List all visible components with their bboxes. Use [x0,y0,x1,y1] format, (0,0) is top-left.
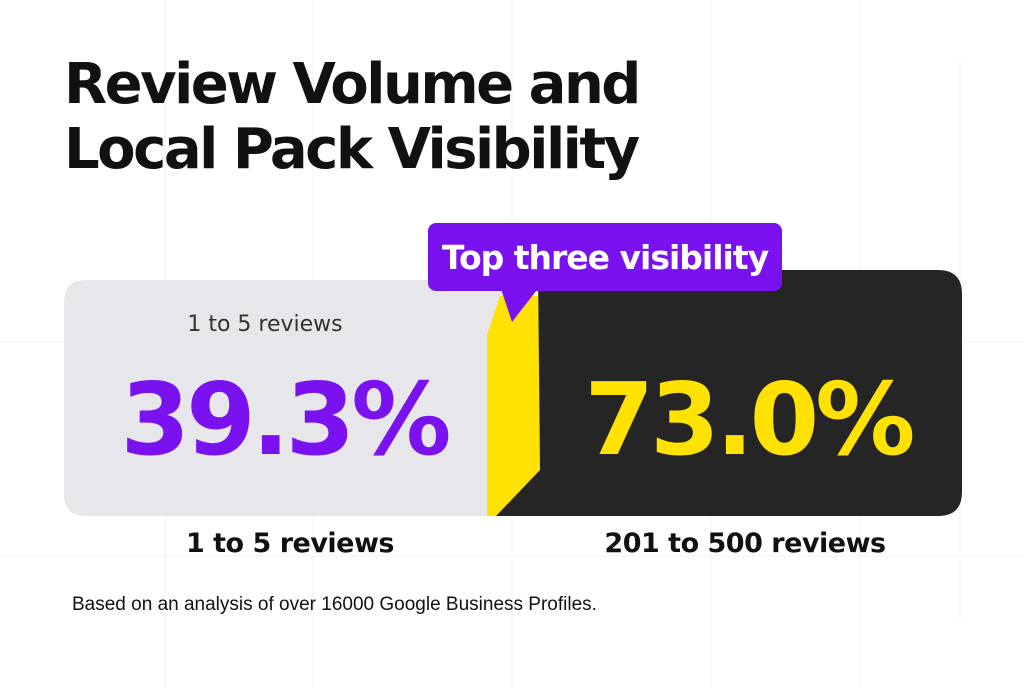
callout-label: Top three visibility [441,237,769,277]
title-line-2: Local Pack Visibility [64,117,640,182]
title-line-1: Review Volume and [64,52,641,117]
source-footnote: Based on an analysis of over 16000 Googl… [72,594,597,615]
top-three-visibility-callout: Top three visibility [428,223,782,291]
left-panel [64,280,512,516]
callout-pointer [500,286,540,322]
left-caption: 1 to 5 reviews [185,528,395,559]
right-caption: 201 to 500 reviews [604,528,886,559]
left-percentage: 39.3% [120,361,452,478]
left-panel-label: 1 to 5 reviews [187,312,343,337]
page-title: Review Volume and Local Pack Visibility [64,52,641,182]
right-percentage: 73.0% [584,361,916,478]
yellow-divider [487,296,540,516]
right-panel [496,270,962,516]
